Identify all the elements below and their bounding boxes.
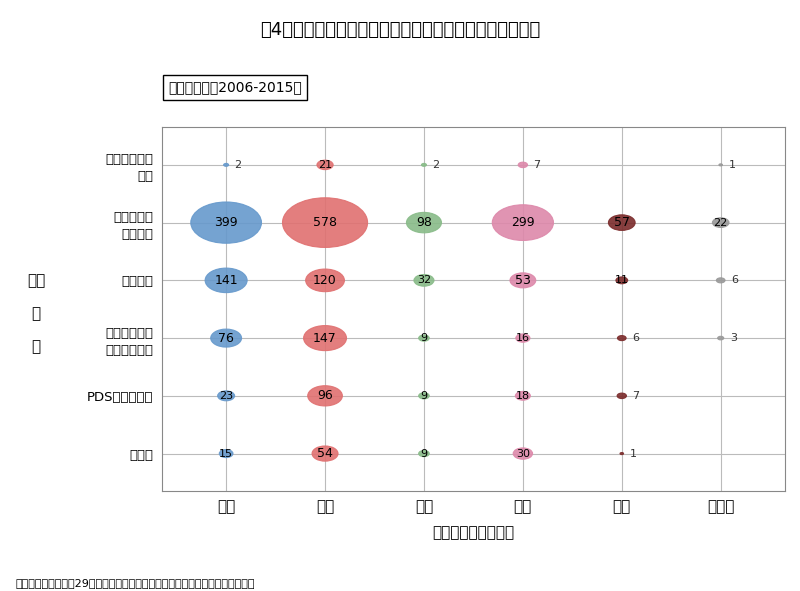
Circle shape [312, 446, 338, 461]
Circle shape [718, 336, 724, 340]
Text: 120: 120 [313, 274, 337, 287]
Circle shape [210, 329, 242, 347]
Text: 7: 7 [534, 160, 541, 170]
Circle shape [418, 393, 430, 399]
Text: 2: 2 [234, 160, 242, 170]
Circle shape [515, 391, 530, 400]
Circle shape [518, 162, 527, 168]
Circle shape [492, 204, 554, 241]
Circle shape [713, 217, 729, 228]
Text: 578: 578 [313, 216, 337, 229]
Text: 141: 141 [214, 274, 238, 287]
Text: 1: 1 [630, 449, 637, 459]
Text: 30: 30 [516, 449, 530, 459]
Circle shape [414, 274, 434, 286]
Circle shape [219, 450, 233, 457]
Circle shape [308, 386, 342, 406]
Circle shape [205, 268, 247, 293]
Circle shape [190, 202, 262, 243]
Circle shape [218, 391, 234, 401]
Text: 9: 9 [420, 449, 427, 459]
Text: 9: 9 [420, 333, 427, 343]
Circle shape [406, 212, 442, 233]
Circle shape [618, 336, 626, 340]
Text: 16: 16 [516, 333, 530, 343]
Text: 1: 1 [729, 160, 735, 170]
Circle shape [418, 450, 430, 457]
Circle shape [716, 278, 725, 283]
Text: 18: 18 [516, 391, 530, 401]
Circle shape [516, 334, 530, 342]
Text: 技術
区
分: 技術 区 分 [27, 272, 45, 354]
Text: 98: 98 [416, 216, 432, 229]
Text: 299: 299 [511, 216, 534, 229]
Text: 15: 15 [219, 449, 233, 459]
Text: 7: 7 [633, 391, 639, 401]
Circle shape [510, 273, 536, 288]
Text: 図4　匿名化技術　出願人国籍（地域）別ファミリー件数: 図4 匿名化技術 出願人国籍（地域）別ファミリー件数 [260, 21, 540, 38]
Text: 399: 399 [214, 216, 238, 229]
Text: 147: 147 [313, 332, 337, 345]
Circle shape [719, 164, 722, 166]
Text: 2: 2 [432, 160, 439, 170]
Text: 9: 9 [420, 391, 427, 401]
Text: 96: 96 [317, 389, 333, 402]
Circle shape [513, 448, 533, 459]
Text: 23: 23 [219, 391, 233, 401]
Circle shape [303, 326, 346, 350]
Circle shape [224, 164, 229, 166]
X-axis label: 出願人国籍（地域）: 出願人国籍（地域） [432, 525, 514, 541]
Circle shape [317, 160, 333, 170]
Text: 3: 3 [730, 333, 737, 343]
Text: 22: 22 [714, 217, 728, 228]
Circle shape [418, 335, 430, 341]
Circle shape [620, 453, 623, 454]
Circle shape [306, 269, 345, 292]
Text: 優先権主張　2006-2015年: 優先権主張 2006-2015年 [168, 80, 302, 94]
Text: 57: 57 [614, 216, 630, 229]
Text: 21: 21 [318, 160, 332, 170]
Text: 53: 53 [515, 274, 531, 287]
Text: 54: 54 [317, 447, 333, 460]
Text: 出所：特許庁　平成29年度　特許出願技術動向調査報告書（概要）匿名化技術: 出所：特許庁 平成29年度 特許出願技術動向調査報告書（概要）匿名化技術 [16, 578, 255, 588]
Text: 6: 6 [731, 275, 738, 285]
Text: 11: 11 [614, 275, 629, 285]
Text: 6: 6 [632, 333, 639, 343]
Circle shape [609, 215, 635, 230]
Circle shape [616, 277, 628, 284]
Circle shape [617, 393, 626, 398]
Text: 76: 76 [218, 332, 234, 345]
Circle shape [282, 198, 367, 248]
Circle shape [422, 164, 426, 166]
Text: 32: 32 [417, 275, 431, 285]
